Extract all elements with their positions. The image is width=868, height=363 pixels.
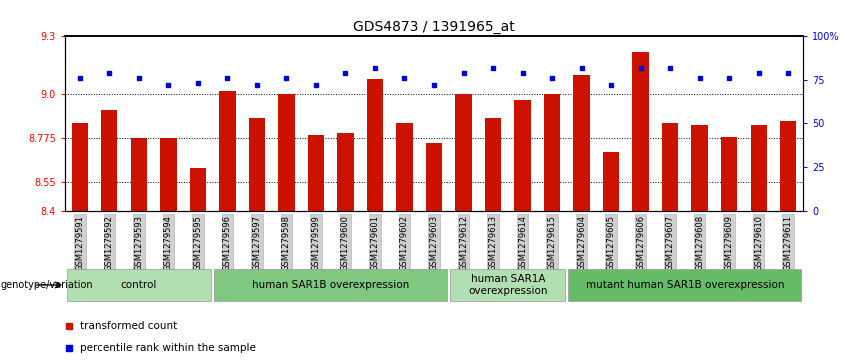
Bar	[603, 152, 619, 211]
Bar	[544, 94, 560, 211]
Bar	[214, 269, 447, 301]
Text: GSM1279606: GSM1279606	[636, 215, 645, 271]
Bar	[485, 118, 501, 211]
Text: GSM1279607: GSM1279607	[666, 215, 674, 271]
Text: GSM1279598: GSM1279598	[282, 215, 291, 271]
Bar	[515, 100, 530, 211]
Bar	[569, 269, 801, 301]
Bar	[249, 118, 265, 211]
Bar	[131, 138, 147, 211]
Text: GSM1279609: GSM1279609	[725, 215, 733, 271]
Bar	[456, 94, 471, 211]
Text: GSM1279593: GSM1279593	[135, 215, 143, 271]
Text: GSM1279601: GSM1279601	[371, 215, 379, 271]
Bar	[67, 269, 211, 301]
Bar	[397, 123, 412, 211]
Text: genotype/variation: genotype/variation	[1, 280, 94, 290]
Title: GDS4873 / 1391965_at: GDS4873 / 1391965_at	[353, 20, 515, 34]
Bar	[751, 125, 766, 211]
Bar	[102, 110, 117, 211]
Bar	[721, 137, 737, 211]
Text: GSM1279597: GSM1279597	[253, 215, 261, 271]
Bar	[161, 138, 176, 211]
Bar	[367, 79, 383, 211]
Text: GSM1279595: GSM1279595	[194, 215, 202, 271]
Text: human SAR1A
overexpression: human SAR1A overexpression	[468, 274, 548, 296]
Bar	[72, 123, 88, 211]
Text: GSM1279600: GSM1279600	[341, 215, 350, 271]
Text: GSM1279605: GSM1279605	[607, 215, 615, 271]
Bar	[308, 135, 324, 211]
Text: GSM1279599: GSM1279599	[312, 215, 320, 271]
Text: mutant human SAR1B overexpression: mutant human SAR1B overexpression	[586, 280, 784, 290]
Bar	[279, 94, 294, 211]
Bar	[426, 143, 442, 211]
Text: GSM1279613: GSM1279613	[489, 215, 497, 271]
Text: human SAR1B overexpression: human SAR1B overexpression	[252, 280, 410, 290]
Bar	[338, 133, 353, 211]
Text: percentile rank within the sample: percentile rank within the sample	[80, 343, 256, 352]
Bar	[692, 125, 707, 211]
Text: GSM1279614: GSM1279614	[518, 215, 527, 271]
Bar	[662, 123, 678, 211]
Text: GSM1279603: GSM1279603	[430, 215, 438, 271]
Text: GSM1279602: GSM1279602	[400, 215, 409, 271]
Bar	[633, 52, 648, 211]
Text: GSM1279591: GSM1279591	[76, 215, 84, 271]
Text: GSM1279608: GSM1279608	[695, 215, 704, 271]
Text: transformed count: transformed count	[80, 321, 178, 331]
Bar	[190, 168, 206, 211]
Bar	[780, 122, 796, 211]
Text: GSM1279610: GSM1279610	[754, 215, 763, 271]
Text: GSM1279604: GSM1279604	[577, 215, 586, 271]
Bar	[220, 90, 235, 211]
Text: GSM1279615: GSM1279615	[548, 215, 556, 271]
Text: GSM1279612: GSM1279612	[459, 215, 468, 271]
Text: GSM1279596: GSM1279596	[223, 215, 232, 271]
Text: GSM1279611: GSM1279611	[784, 215, 792, 271]
Bar	[450, 269, 565, 301]
Bar	[574, 75, 589, 211]
Text: control: control	[121, 280, 157, 290]
Text: GSM1279594: GSM1279594	[164, 215, 173, 271]
Text: GSM1279592: GSM1279592	[105, 215, 114, 271]
